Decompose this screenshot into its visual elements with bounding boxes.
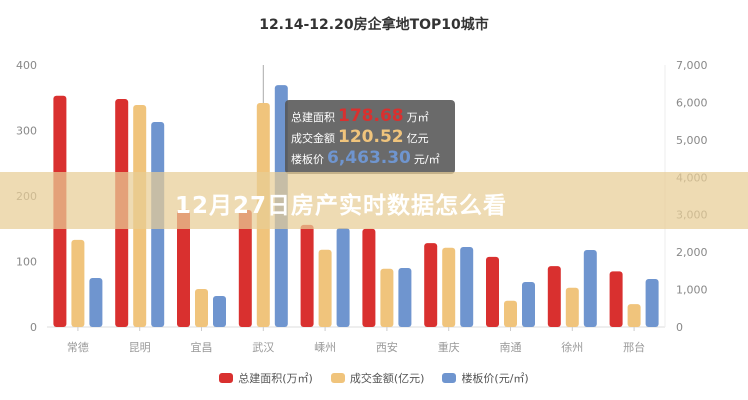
x-tick-label: 重庆 [438, 340, 460, 354]
bar-amount [627, 304, 641, 327]
x-tick-label: 邢台 [623, 340, 645, 354]
right-tick-label: 6,000 [676, 96, 708, 109]
left-tick-label: 0 [30, 321, 37, 334]
tooltip-row-amount: 成交金额 120.52 亿元 [291, 127, 449, 148]
legend-swatch [330, 373, 345, 383]
tooltip-value: 178.68 [338, 106, 404, 126]
legend-label: 成交金额(亿元) [349, 372, 425, 385]
bar-area [362, 228, 376, 327]
bar-area [238, 209, 252, 327]
tooltip-label: 成交金额 [291, 132, 335, 145]
x-tick-label: 徐州 [561, 340, 583, 354]
tooltip: 总建面积 178.68 万㎡ 成交金额 120.52 亿元 楼板价 6,463.30 元/㎡ [285, 100, 455, 174]
bar-amount [565, 287, 579, 327]
bar-price [336, 228, 350, 327]
bar-price [213, 296, 226, 327]
tooltip-unit: 万㎡ [406, 111, 429, 124]
legend-item-amount[interactable]: 成交金额(亿元) [330, 370, 425, 386]
bar-area [486, 256, 499, 327]
tooltip-unit: 亿元 [406, 132, 429, 145]
tooltip-row-price: 楼板价 6,463.30 元/㎡ [291, 148, 449, 169]
legend-label: 楼板价(元/㎡) [461, 372, 529, 385]
legend-swatch [219, 373, 234, 383]
bar-amount [71, 239, 85, 327]
legend: 总建面积(万㎡) 成交金额(亿元) 楼板价(元/㎡) [0, 370, 748, 386]
bar-area [424, 243, 438, 327]
x-tick-label: 嵊州 [314, 341, 336, 354]
chart-title: 12.14-12.20房企拿地TOP10城市 [259, 17, 489, 33]
x-tick-label: 武汉 [252, 341, 274, 354]
x-tick-label: 南通 [500, 341, 522, 354]
x-tick-label: 宜昌 [191, 340, 213, 354]
left-tick-label: 300 [16, 125, 37, 138]
bar-price [522, 282, 535, 327]
right-tick-label: 7,000 [676, 59, 708, 72]
tooltip-row-area: 总建面积 178.68 万㎡ [291, 106, 449, 127]
right-tick-label: 5,000 [676, 134, 708, 147]
legend-swatch [442, 373, 457, 383]
bar-price [398, 268, 412, 327]
bar-amount [318, 249, 332, 327]
legend-label: 总建面积(万㎡) [238, 372, 313, 385]
bar-amount [195, 289, 208, 327]
overlay-banner: 12月27日房产实时数据怎么看 [0, 172, 748, 229]
right-tick-label: 2,000 [676, 246, 708, 259]
tooltip-value: 6,463.30 [327, 148, 411, 168]
left-tick-label: 400 [16, 59, 37, 72]
legend-item-price[interactable]: 楼板价(元/㎡) [442, 370, 529, 386]
bar-area [177, 209, 190, 327]
bar-amount [380, 268, 394, 327]
bar-amount [442, 247, 456, 327]
bar-area [609, 271, 623, 327]
bar-price [583, 250, 597, 327]
left-tick-label: 100 [16, 256, 37, 269]
bar-price [89, 278, 103, 327]
bar-area [300, 224, 314, 327]
x-tick-label: 西安 [376, 340, 398, 354]
tooltip-value: 120.52 [338, 127, 404, 147]
legend-item-area[interactable]: 总建面积(万㎡) [219, 370, 313, 386]
bar-price [645, 279, 659, 327]
banner-text: 12月27日房产实时数据怎么看 [175, 193, 508, 219]
right-tick-label: 1,000 [676, 284, 708, 297]
x-tick-label: 昆明 [129, 341, 151, 354]
bar-area [547, 266, 561, 327]
bar-amount [504, 300, 517, 327]
x-tick-label: 常德 [67, 340, 89, 354]
bar-price [460, 247, 474, 327]
tooltip-unit: 元/㎡ [413, 153, 440, 166]
tooltip-label: 楼板价 [291, 153, 324, 166]
tooltip-label: 总建面积 [291, 111, 335, 124]
right-tick-label: 0 [676, 321, 683, 334]
